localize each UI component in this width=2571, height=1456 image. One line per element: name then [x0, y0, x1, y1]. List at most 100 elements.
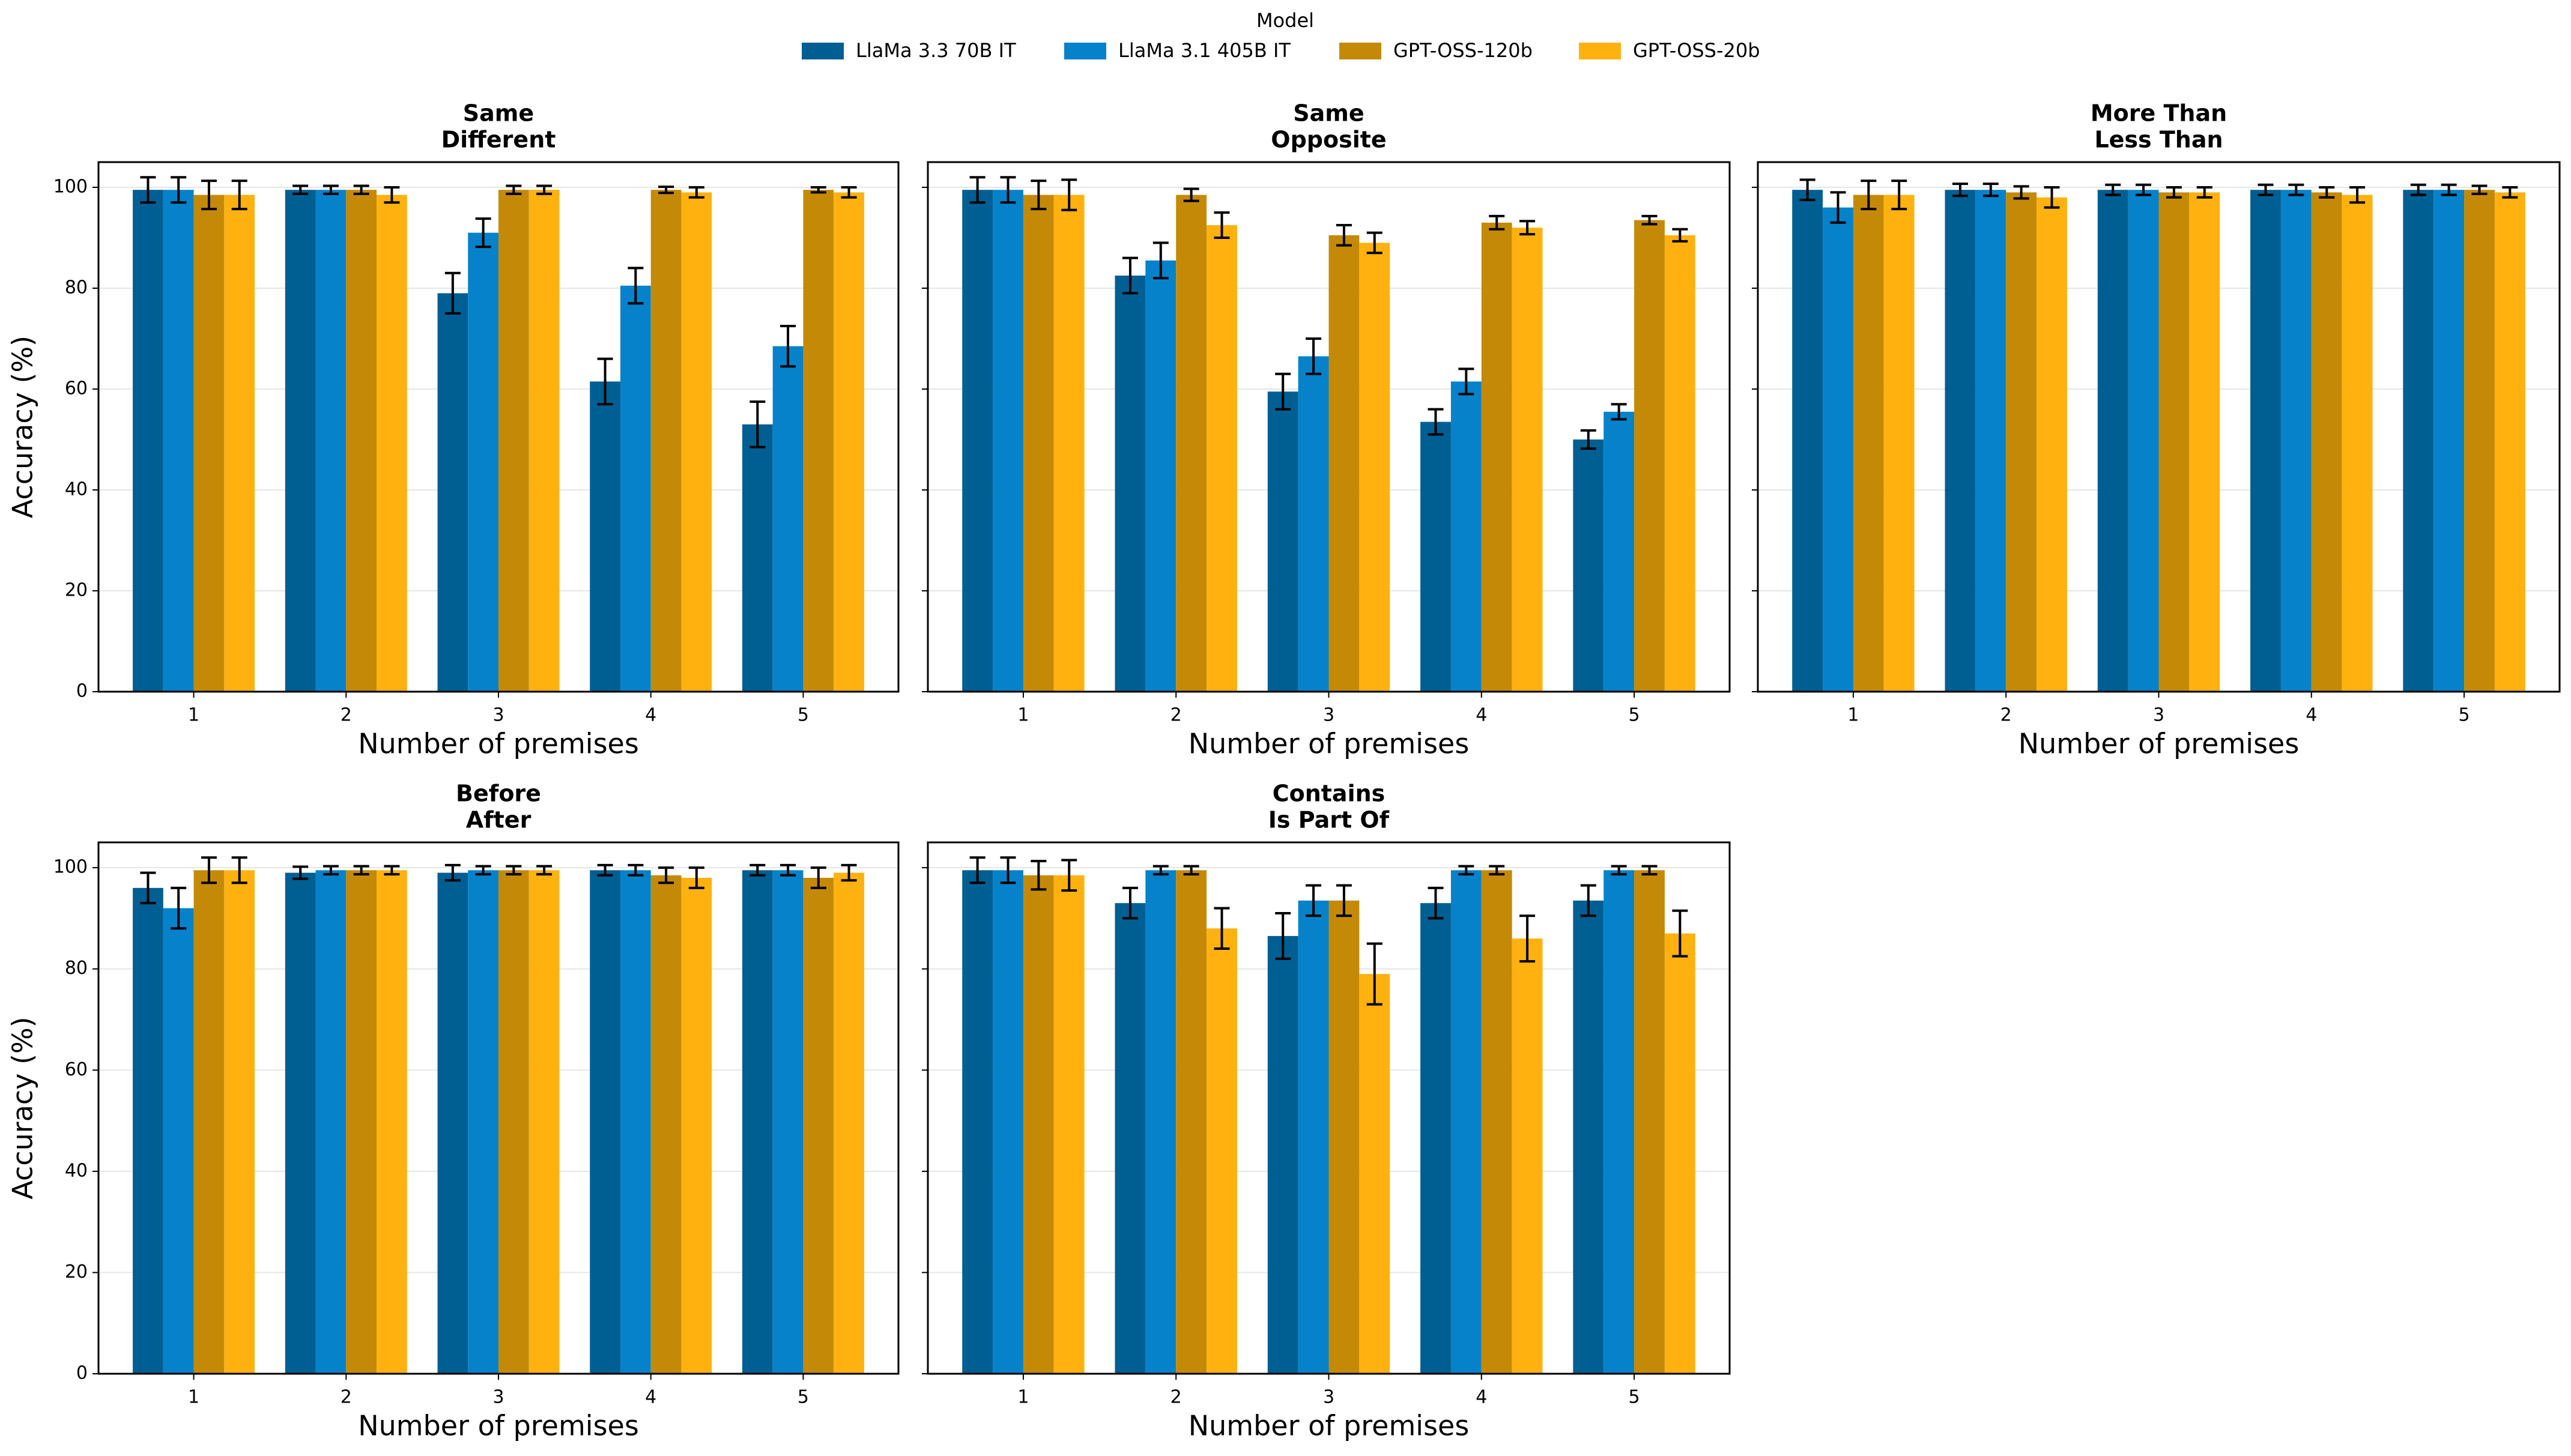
legend-label: LlaMa 3.3 70B IT: [856, 39, 1016, 62]
axes-frame: [927, 161, 1731, 693]
bar: [834, 872, 864, 1374]
bar: [962, 190, 993, 692]
bar: [133, 887, 163, 1374]
bar: [1634, 870, 1665, 1374]
y-tick-label: 80: [65, 958, 88, 979]
bar: [346, 870, 377, 1374]
chart-title: Less Than: [2094, 127, 2223, 153]
bar: [962, 870, 993, 1374]
bar: [315, 870, 347, 1374]
x-tick-label: 2: [1170, 705, 1182, 726]
bar: [468, 232, 498, 692]
x-axis-label: Number of premises: [2018, 728, 2300, 760]
x-tick-label: 2: [2000, 705, 2012, 726]
bar: [1176, 870, 1207, 1374]
x-tick-label: 3: [1323, 705, 1334, 726]
bar: [1823, 207, 1853, 692]
x-axis-label: Number of premises: [1189, 728, 1470, 760]
bar: [528, 870, 560, 1374]
bar: [1176, 195, 1207, 692]
legend-swatch: [1339, 43, 1381, 59]
y-tick-label: 20: [65, 1261, 88, 1282]
bar: [377, 870, 407, 1374]
y-tick-label: 0: [76, 681, 88, 702]
y-tick-label: 40: [65, 479, 88, 500]
bar: [1664, 235, 1695, 692]
bar: [2158, 192, 2190, 692]
bar: [1328, 900, 1360, 1374]
y-tick-label: 100: [53, 177, 88, 198]
x-axis-label: Number of premises: [358, 728, 639, 760]
bar: [1023, 195, 1054, 692]
bar: [1573, 900, 1604, 1374]
x-tick-label: 2: [1170, 1387, 1182, 1408]
bar: [1207, 225, 1237, 692]
bar: [2464, 190, 2495, 692]
x-tick-label: 5: [2459, 705, 2470, 726]
bar: [1603, 870, 1635, 1374]
bar: [1512, 938, 1543, 1374]
bar: [377, 195, 407, 692]
y-tick-label: 40: [65, 1160, 88, 1181]
y-tick-label: 100: [53, 857, 88, 878]
chart-title: More Than: [2091, 100, 2227, 127]
bar: [650, 875, 682, 1374]
bar: [681, 192, 712, 692]
bar: [437, 293, 468, 692]
bar: [193, 870, 225, 1374]
bar: [620, 285, 651, 692]
axes-frame: [97, 841, 900, 1375]
bar: [650, 190, 682, 692]
y-tick-label: 0: [76, 1363, 88, 1384]
bar: [1115, 276, 1146, 692]
bar: [1792, 190, 1823, 692]
chart-title: Before: [456, 781, 541, 807]
x-tick-label: 5: [798, 1387, 809, 1408]
bar: [1267, 935, 1298, 1374]
legend-title: Model: [1256, 9, 1314, 32]
bar: [620, 870, 651, 1374]
bar: [1328, 235, 1360, 692]
x-tick-label: 1: [1017, 1387, 1029, 1408]
y-tick-label: 60: [65, 378, 88, 399]
bar: [1634, 220, 1665, 692]
x-tick-label: 3: [492, 1387, 504, 1408]
bar: [1298, 356, 1329, 692]
chart-title: Opposite: [1271, 127, 1386, 153]
bar: [2433, 190, 2465, 692]
legend-swatch: [1064, 43, 1106, 59]
bar: [528, 190, 560, 692]
x-tick-label: 4: [1476, 1387, 1487, 1408]
bar: [742, 870, 773, 1374]
bar: [772, 346, 804, 692]
bar: [1945, 190, 1976, 692]
bar: [285, 190, 316, 692]
bar: [1298, 900, 1329, 1374]
bar: [2097, 190, 2128, 692]
x-tick-label: 1: [1017, 705, 1029, 726]
bar: [2128, 190, 2159, 692]
x-tick-label: 3: [1323, 1387, 1334, 1408]
bar: [1115, 903, 1146, 1374]
bar: [498, 870, 529, 1374]
bar: [285, 872, 316, 1374]
bar: [2006, 192, 2037, 692]
bar: [1053, 195, 1085, 692]
bar: [163, 190, 194, 692]
chart-title: After: [466, 807, 531, 833]
axes-frame: [1757, 161, 2561, 693]
bar: [590, 381, 620, 692]
x-tick-label: 5: [798, 705, 809, 726]
bar: [2494, 192, 2525, 692]
bar: [163, 908, 194, 1374]
x-tick-label: 5: [1629, 1387, 1640, 1408]
bar: [498, 190, 529, 692]
bar: [1145, 260, 1176, 692]
bar: [1450, 381, 1482, 692]
x-tick-label: 1: [1847, 705, 1859, 726]
y-tick-label: 60: [65, 1059, 88, 1080]
bar: [2403, 190, 2434, 692]
legend-label: LlaMa 3.1 405B IT: [1118, 39, 1291, 62]
y-tick-label: 80: [65, 277, 88, 298]
